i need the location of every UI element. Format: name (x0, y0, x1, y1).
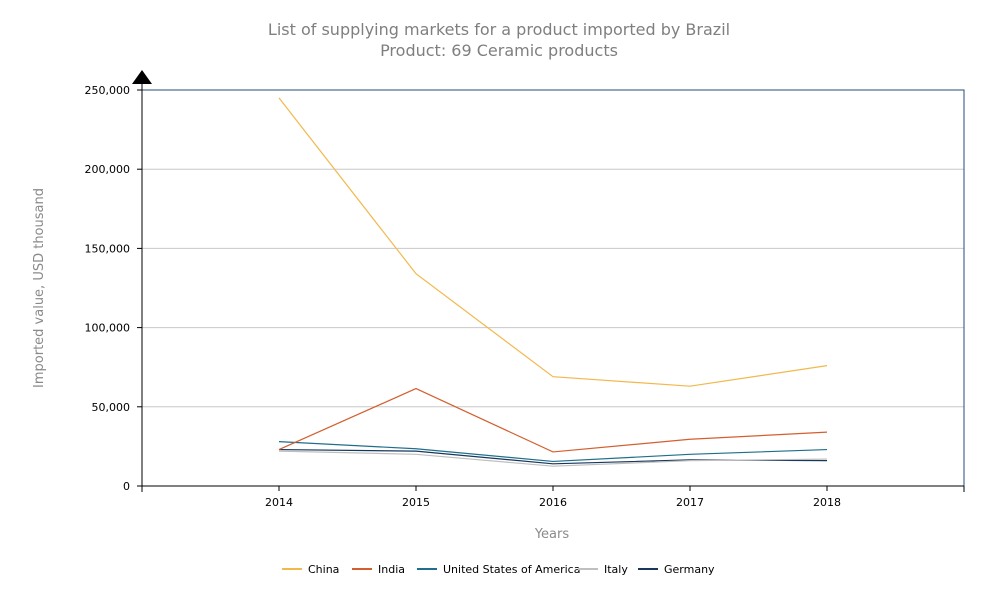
x-axis-ticks: 2014 2015 2016 2017 2018 (141, 485, 965, 509)
y-tick-label: 50,000 (92, 401, 131, 414)
legend-label: United States of America (443, 563, 580, 576)
x-tick-label: 2016 (539, 496, 567, 509)
x-tick-label: 2018 (813, 496, 841, 509)
x-tick-label: 2017 (676, 496, 704, 509)
legend-label: China (308, 563, 339, 576)
grid-lines (142, 168, 964, 408)
legend-label: Italy (604, 563, 628, 576)
y-axis-title: Imported value, USD thousand (32, 188, 47, 388)
legend: China India United States of America Italy G… (282, 563, 715, 576)
series-line-italy (278, 450, 828, 467)
x-axis-title: Years (534, 527, 570, 542)
chart-subtitle: Product: 69 Ceramic products (380, 41, 618, 60)
series-lines (278, 97, 828, 467)
y-tick-label: 0 (123, 480, 130, 493)
y-axis-ticks: 0 50,000 100,000 150,000 200,000 250,000 (85, 80, 143, 493)
chart-title: List of supplying markets for a product … (268, 20, 730, 39)
y-tick-label: 100,000 (85, 322, 131, 335)
plot-frame (141, 89, 965, 487)
x-tick-label: 2014 (265, 496, 293, 509)
y-axis-arrow-icon (132, 70, 152, 84)
x-tick-label: 2015 (402, 496, 430, 509)
y-tick-label: 200,000 (85, 163, 131, 176)
legend-label: Germany (664, 563, 715, 576)
y-tick-label: 150,000 (85, 242, 131, 255)
y-tick-label: 250,000 (85, 84, 131, 97)
series-line-india (278, 387, 828, 453)
series-line-united-states-of-america (278, 441, 828, 463)
legend-label: India (378, 563, 405, 576)
series-line-china (278, 97, 828, 387)
